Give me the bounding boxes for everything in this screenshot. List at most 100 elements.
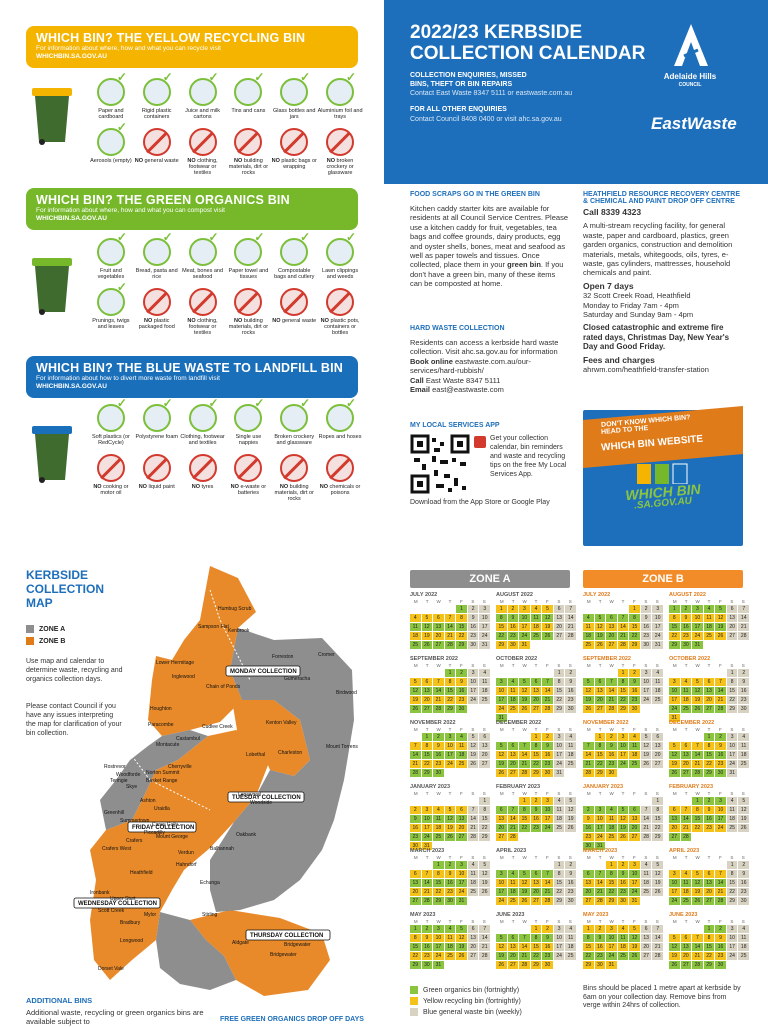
day-cell: 13 [652, 742, 663, 750]
weekday-label: T [598, 663, 602, 668]
additional-bins-body: Additional waste, recycling or green org… [26, 1008, 204, 1027]
day-grid: 1 2 3 4 5 6 7 8 9 10 11 12 13 14 15 16 17 18 19 20 21 22 23 24 2… [669, 733, 749, 777]
empty-day [519, 861, 530, 869]
day-cell: 13 [629, 815, 640, 823]
day-cell: 18 [433, 824, 444, 832]
day-cell: 14 [680, 815, 692, 823]
empty-day [583, 605, 594, 613]
day-cell: 29 [583, 961, 594, 969]
day-cell: 2 [738, 861, 749, 869]
day-cell: 30 [738, 705, 749, 713]
weekday-label: T [511, 599, 515, 604]
day-cell: 13 [530, 879, 542, 887]
accepted-item-icon [280, 74, 310, 106]
day-cell: 25 [467, 888, 479, 896]
weekday-label: S [557, 791, 561, 796]
day-cell: 22 [530, 952, 542, 960]
day-cell: 18 [565, 943, 576, 951]
day-cell: 1 [617, 669, 629, 677]
day-cell: 22 [530, 760, 542, 768]
heathfield-fees-link[interactable]: ahrwm.com/heathfield-transfer-station [583, 365, 709, 375]
day-cell: 14 [606, 687, 617, 695]
food-scraps-title: FOOD SCRAPS GO IN THE GREEN BIN [410, 191, 540, 198]
empty-day [715, 861, 726, 869]
rejected-item-icon [96, 454, 125, 482]
day-cell: 4 [652, 669, 663, 677]
accepted-item: Meat, bones and seafood [180, 234, 226, 284]
day-cell: 11 [530, 614, 542, 622]
empty-day [496, 733, 507, 741]
day-cell: 29 [629, 641, 640, 649]
map-place-label: Crafers [126, 838, 143, 844]
day-cell: 29 [444, 705, 456, 713]
day-cell: 10 [444, 742, 456, 750]
map-place-label: Gumeracha [284, 676, 310, 682]
day-cell: 23 [433, 760, 444, 768]
day-cell: 3 [519, 605, 530, 613]
map-zone-a-south [156, 912, 236, 990]
day-cell: 14 [692, 943, 703, 951]
day-cell: 4 [444, 925, 456, 933]
rejected-item: NO building materials, dirt or rocks [271, 454, 317, 502]
collection-map[interactable]: MONDAY COLLECTION TUESDAY COLLECTION FRI… [60, 560, 380, 1000]
empty-day [542, 669, 553, 677]
yellow-bin-url[interactable]: WHICHBIN.SA.GOV.AU [36, 53, 107, 60]
weekday-label: M [586, 919, 591, 924]
map-place-label: Crafers West [102, 846, 132, 852]
day-cell: 5 [617, 806, 629, 814]
day-cell: 26 [496, 769, 507, 777]
empty-day [681, 669, 692, 677]
accepted-item-icon [142, 234, 173, 266]
weekday-label: T [534, 855, 538, 860]
day-cell: 11 [583, 623, 594, 631]
day-cell: 11 [507, 879, 519, 887]
green-bin-url[interactable]: WHICHBIN.SA.GOV.AU [36, 215, 107, 222]
weekday-label: F [633, 599, 636, 604]
hard-waste-email[interactable]: Email east@eastwaste.com [410, 385, 504, 395]
day-cell: 27 [496, 833, 507, 841]
month-title: JUNE 2023 [496, 912, 525, 918]
accepted-item-icon [234, 234, 264, 266]
day-cell: 24 [542, 824, 553, 832]
day-cell: 14 [444, 623, 456, 631]
rejected-item-icon [234, 128, 263, 156]
day-cell: 23 [715, 760, 726, 768]
rejected-item-label: NO chemicals or poisons [319, 484, 361, 497]
day-cell: 21 [606, 696, 617, 704]
weekday-label: M [672, 919, 677, 924]
day-cell: 19 [594, 632, 606, 640]
day-cell: 3 [421, 806, 433, 814]
day-cell: 1 [553, 669, 565, 677]
weekday-label: F [719, 663, 722, 668]
hard-waste-book[interactable]: Book online eastwaste.com.au/our-service… [410, 356, 531, 376]
weekday-label: F [633, 791, 636, 796]
day-cell: 9 [542, 742, 553, 750]
legend-note: Bins should be placed 1 metre apart at k… [583, 985, 741, 1009]
day-cell: 8 [617, 678, 629, 686]
accepted-item-label: Lawn clippings and weeds [322, 268, 359, 281]
blue-bin-url[interactable]: WHICHBIN.SA.GOV.AU [36, 383, 107, 390]
day-cell: 10 [542, 806, 553, 814]
map-place-label: Lobethal [246, 752, 265, 758]
which-bin-website-box[interactable]: DON'T KNOW WHICH BIN? HEAD TO THE WHICH … [583, 406, 743, 546]
map-legend-zone-b: ZONE B [26, 636, 65, 648]
day-cell: 29 [617, 705, 629, 713]
day-cell: 27 [669, 833, 680, 841]
day-cell: 18 [703, 623, 715, 631]
day-cell: 24 [652, 632, 663, 640]
weekday-label: F [546, 855, 549, 860]
day-cell: 27 [680, 769, 692, 777]
map-place-label: Charleston [278, 750, 302, 756]
map-place-label: Bridgewater [284, 942, 311, 948]
map-zone-b-south-west [90, 730, 270, 980]
qr-code-icon[interactable] [410, 434, 470, 494]
rejected-item: NO building materials, dirt or rocks [225, 288, 271, 336]
map-place-label: Castambul [176, 736, 200, 742]
day-cell: 2 [715, 733, 726, 741]
day-cell: 30 [421, 961, 433, 969]
day-cell: 2 [444, 861, 456, 869]
weekday-label: F [719, 791, 722, 796]
day-cell: 5 [519, 678, 530, 686]
day-cell: 26 [444, 833, 456, 841]
day-cell: 20 [479, 751, 490, 759]
